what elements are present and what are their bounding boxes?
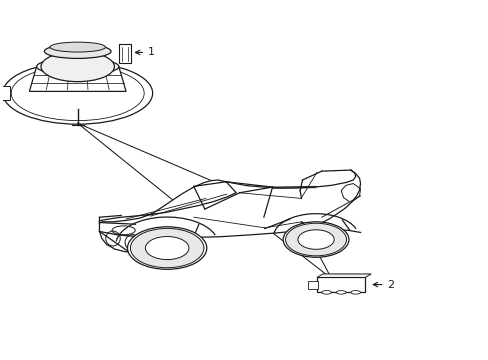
Polygon shape <box>316 274 370 278</box>
Ellipse shape <box>130 228 203 268</box>
Polygon shape <box>29 67 126 91</box>
Ellipse shape <box>37 58 119 75</box>
Polygon shape <box>316 278 365 292</box>
Ellipse shape <box>321 291 331 294</box>
Ellipse shape <box>41 51 114 82</box>
Ellipse shape <box>3 62 152 124</box>
FancyBboxPatch shape <box>119 44 131 63</box>
Ellipse shape <box>145 237 188 260</box>
Ellipse shape <box>336 291 346 294</box>
Ellipse shape <box>285 223 346 256</box>
FancyBboxPatch shape <box>308 281 317 289</box>
Ellipse shape <box>44 44 111 58</box>
Ellipse shape <box>50 42 105 52</box>
Polygon shape <box>99 169 379 255</box>
Text: 2: 2 <box>386 280 393 289</box>
Ellipse shape <box>127 227 206 269</box>
Ellipse shape <box>283 222 348 257</box>
Ellipse shape <box>350 291 360 294</box>
Ellipse shape <box>297 230 333 249</box>
FancyBboxPatch shape <box>0 86 10 100</box>
Text: 1: 1 <box>147 48 155 57</box>
